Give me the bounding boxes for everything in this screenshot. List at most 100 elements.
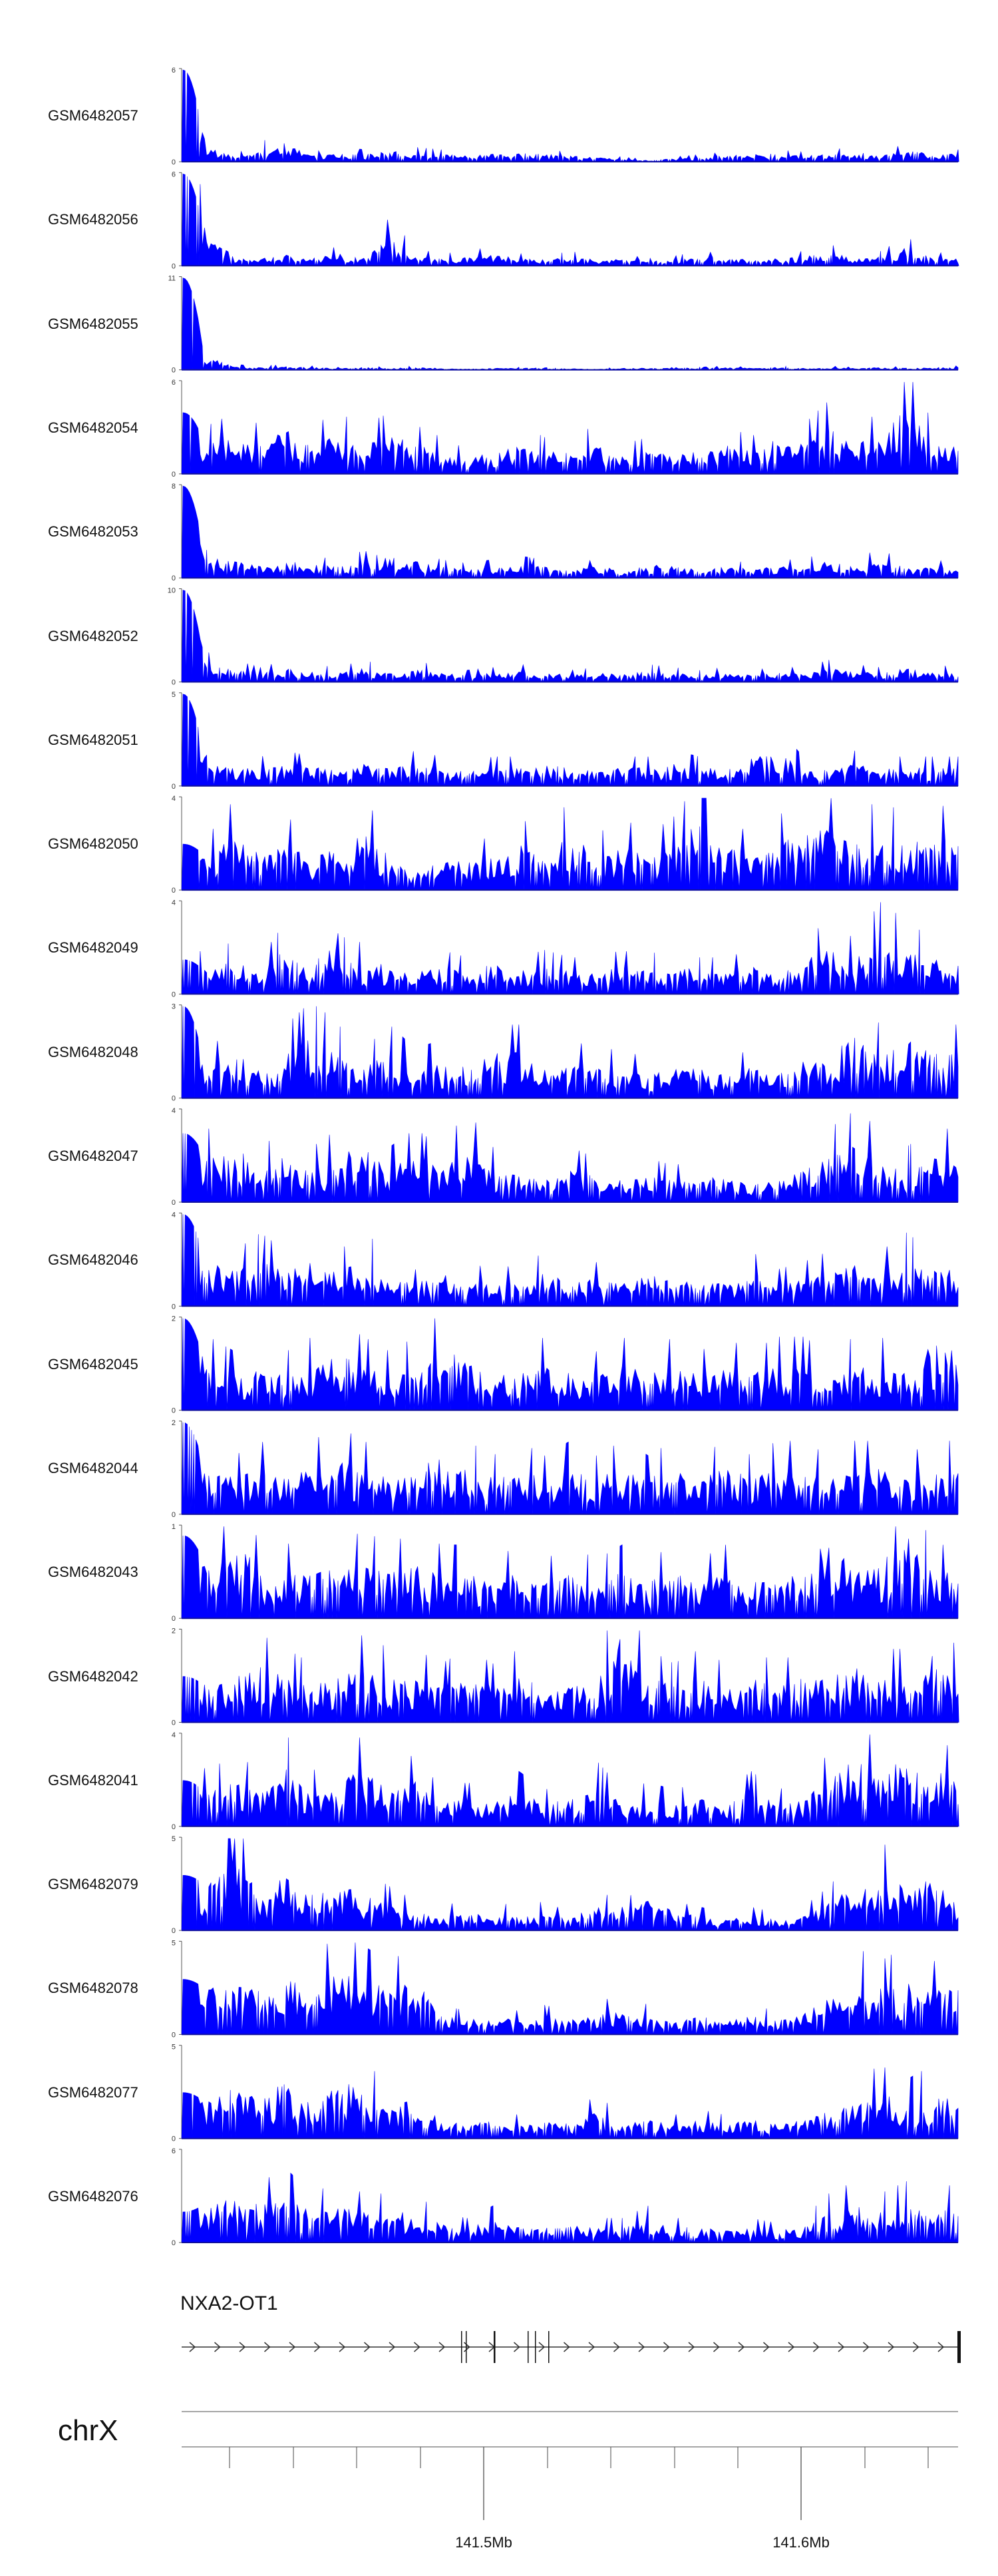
coverage-area	[181, 1214, 959, 1307]
y-min-label: 0	[172, 2135, 176, 2143]
coverage-area	[181, 1422, 959, 1515]
strand-arrow	[389, 2342, 396, 2352]
track-GSM6482050: 40	[172, 795, 959, 895]
track-GSM6482051: 50	[172, 691, 959, 791]
track-GSM6482044: 20	[172, 1419, 959, 1519]
y-max-label: 6	[172, 2147, 176, 2155]
y-max-label: 4	[172, 1211, 176, 1219]
track-label: GSM6482055	[48, 315, 138, 332]
y-max-label: 3	[172, 1003, 176, 1011]
y-max-label: 5	[172, 1835, 176, 1843]
coverage-area	[181, 1113, 959, 1203]
y-min-label: 0	[172, 262, 176, 270]
y-max-label: 11	[168, 275, 176, 283]
y-max-label: 8	[172, 483, 176, 491]
strand-arrow	[738, 2342, 745, 2352]
y-max-label: 4	[172, 795, 176, 803]
y-min-label: 0	[172, 783, 176, 791]
exon-mark	[461, 2331, 462, 2363]
track-GSM6482054: 60	[172, 379, 959, 479]
track-label: GSM6482044	[48, 1459, 138, 1476]
strand-arrow	[214, 2342, 221, 2352]
y-min-label: 0	[172, 1823, 176, 1831]
track-GSM6482052: 10 0	[168, 587, 959, 687]
exon-mark	[535, 2331, 536, 2363]
exon-mark	[466, 2331, 467, 2363]
track-label: GSM6482076	[48, 2188, 138, 2205]
track-layer: 6060110608010050404030404020201020405050…	[168, 67, 959, 2247]
tick-label-141-6mb: 141.6Mb	[772, 2534, 830, 2551]
track-GSM6482057: 60	[172, 67, 959, 166]
strand-arrow	[863, 2342, 870, 2352]
strand-arrow	[713, 2342, 720, 2352]
gene-label: NXA2-OT1	[180, 2292, 278, 2314]
strand-arrow	[613, 2342, 620, 2352]
coverage-area	[181, 1734, 959, 1827]
coverage-area	[181, 1318, 959, 1410]
track-GSM6482041: 40	[172, 1731, 959, 1831]
y-max-label: 4	[172, 1731, 176, 1739]
track-label: GSM6482042	[48, 1667, 138, 1685]
strand-arrow	[514, 2342, 520, 2352]
coverage-area	[181, 2067, 959, 2139]
track-label: GSM6482043	[48, 1564, 138, 1581]
track-GSM6482042: 20	[172, 1627, 959, 1727]
strand-arrow	[763, 2342, 770, 2352]
strand-arrow	[813, 2342, 820, 2352]
y-min-label: 0	[172, 1927, 176, 1935]
track-label: GSM6482046	[48, 1251, 138, 1269]
strand-arrow	[239, 2342, 246, 2352]
strand-arrow	[588, 2342, 595, 2352]
strand-arrow	[364, 2342, 371, 2352]
y-max-label: 6	[172, 67, 176, 75]
track-label: GSM6482057	[48, 107, 138, 124]
y-min-label: 0	[172, 990, 176, 998]
y-min-label: 0	[172, 2239, 176, 2247]
chromosome-label: chrX	[58, 2414, 118, 2447]
coverage-area	[181, 1838, 959, 1932]
y-max-label: 4	[172, 1107, 176, 1115]
strand-arrow	[414, 2342, 420, 2352]
y-min-label: 0	[172, 887, 176, 895]
y-max-label: 5	[172, 691, 176, 699]
track-label: GSM6482050	[48, 835, 138, 853]
strand-arrow	[913, 2342, 919, 2352]
track-GSM6482046: 40	[172, 1211, 959, 1311]
y-max-label: 2	[172, 1419, 176, 1427]
y-min-label: 0	[172, 2031, 176, 2039]
coverage-area	[181, 173, 959, 267]
strand-arrow	[339, 2342, 346, 2352]
track-label: GSM6482048	[48, 1043, 138, 1060]
strand-arrow	[688, 2342, 695, 2352]
track-label: GSM6482079	[48, 1876, 138, 1893]
strand-arrow	[638, 2342, 645, 2352]
track-GSM6482077: 50	[172, 2043, 959, 2143]
gene-track: NXA2-OT1	[180, 2292, 961, 2363]
exon-mark	[957, 2331, 961, 2363]
exon-marks	[461, 2331, 961, 2363]
exon-mark	[548, 2331, 550, 2363]
track-label: GSM6482049	[48, 939, 138, 957]
track-GSM6482043: 10	[172, 1523, 959, 1623]
exon-mark	[528, 2331, 529, 2363]
coverage-area	[181, 1526, 959, 1619]
tick-label-141-5mb: 141.5Mb	[455, 2534, 512, 2551]
coverage-area	[181, 590, 959, 683]
track-label: GSM6482051	[48, 731, 138, 748]
strand-arrow	[189, 2342, 196, 2352]
track-GSM6482056: 60	[172, 170, 959, 270]
y-min-label: 0	[172, 1407, 176, 1415]
genome-axis: chrX 141.5Mb 141.6Mb	[58, 2411, 958, 2551]
y-max-label: 2	[172, 1315, 176, 1323]
coverage-area	[181, 797, 959, 891]
strand-arrow	[838, 2342, 845, 2352]
strand-arrow	[564, 2342, 570, 2352]
strand-arrow	[538, 2342, 546, 2352]
y-min-label: 0	[172, 1303, 176, 1311]
strand-arrow	[888, 2342, 895, 2352]
coverage-area	[181, 381, 959, 475]
strand-arrow	[438, 2342, 446, 2352]
track-label: GSM6482078	[48, 1980, 138, 1997]
track-label: GSM6482053	[48, 523, 138, 540]
